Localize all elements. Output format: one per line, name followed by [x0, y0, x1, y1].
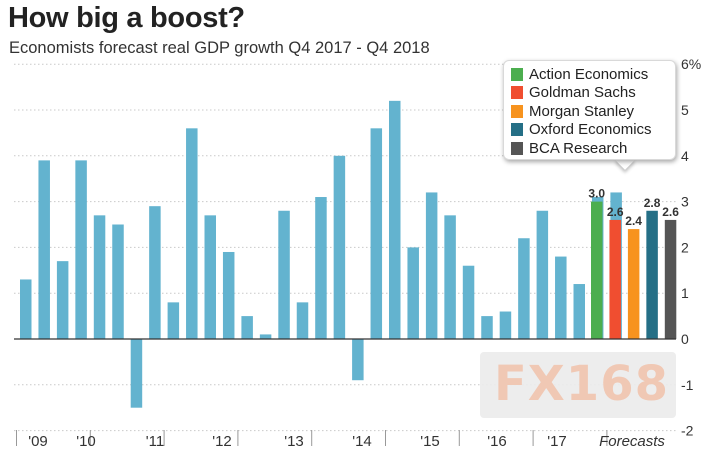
x-tick-label: '09: [28, 433, 48, 450]
historical-bar: [222, 251, 235, 339]
y-tick-label: 2: [681, 239, 689, 255]
forecast-bar: [627, 229, 640, 339]
historical-bar: [389, 100, 401, 339]
legend-label: Morgan Stanley: [529, 102, 635, 120]
legend-item-goldman-sachs: Goldman Sachs: [511, 84, 636, 102]
forecast-bar: [591, 201, 603, 339]
legend-swatch: [511, 141, 523, 155]
historical-bar: [241, 316, 253, 339]
watermark-text: FX168: [494, 356, 669, 412]
legend-item-morgan-stanley: Morgan Stanley: [511, 102, 634, 120]
historical-bar: [462, 265, 475, 339]
x-tick-label: '12: [212, 433, 232, 450]
y-tick-label: -2: [681, 423, 694, 439]
legend-label: Oxford Economics: [529, 121, 652, 138]
y-tick-label: 0: [681, 331, 689, 347]
y-tick-label: -1: [681, 377, 694, 393]
legend-item-oxford-economics: Oxford Economics: [511, 121, 652, 139]
y-tick-label: 1: [681, 285, 689, 301]
forecast-data-label: 2.6: [607, 205, 624, 219]
forecast-data-label: 3.0: [588, 187, 605, 201]
historical-bar: [499, 311, 512, 339]
historical-bar: [555, 256, 567, 339]
legend-swatch: [511, 104, 523, 118]
historical-bar: [167, 302, 180, 339]
x-tick-label: '17: [547, 433, 567, 450]
x-tick-label: '11: [146, 433, 164, 450]
forecast-data-label: 2.6: [662, 205, 679, 219]
historical-bar: [352, 339, 364, 381]
y-tick-label: 3: [681, 194, 689, 210]
historical-bar: [93, 215, 106, 339]
watermark-box: FX168: [480, 352, 676, 418]
historical-bar: [259, 334, 272, 339]
y-tick-label: 4: [681, 148, 689, 164]
historical-bar: [573, 284, 585, 339]
historical-bar: [536, 210, 549, 339]
historical-bar: [481, 316, 493, 339]
x-tick-label: '10: [76, 433, 96, 450]
x-tick-label: '16: [487, 433, 507, 450]
x-tick-label: '15: [420, 433, 440, 450]
legend: Action Economics Goldman Sachs Morgan St…: [503, 60, 676, 160]
x-tick-label: '13: [284, 433, 304, 450]
y-tick-label: 6%: [681, 56, 701, 72]
legend-label: Action Economics: [529, 65, 649, 83]
historical-bar: [296, 302, 309, 339]
forecast-bar: [664, 219, 677, 339]
historical-bar: [333, 155, 346, 339]
historical-bar: [278, 210, 290, 339]
forecast-bar: [646, 210, 658, 339]
historical-bar: [38, 160, 50, 339]
historical-bar: [56, 261, 69, 339]
chart-subtitle: Economists forecast real GDP growth Q4 2…: [9, 39, 430, 57]
chart-title: How big a boost?: [8, 2, 245, 34]
historical-bar: [444, 215, 456, 339]
x-tick-label: Forecasts: [599, 433, 665, 450]
legend-item-action-economics: Action Economics: [511, 65, 648, 83]
historical-bar: [425, 192, 438, 339]
forecast-bar: [609, 219, 621, 339]
historical-bar: [20, 279, 32, 339]
legend-item-bca-research: BCA Research: [511, 139, 627, 157]
forecast-data-label: 2.4: [625, 214, 642, 228]
historical-bar: [315, 197, 327, 339]
legend-swatch: [511, 67, 523, 81]
historical-bar: [370, 128, 383, 339]
legend-label: Goldman Sachs: [529, 84, 636, 101]
legend-swatch: [511, 86, 523, 99]
legend-swatch: [511, 123, 523, 136]
historical-bar: [407, 247, 419, 339]
historical-bar: [75, 160, 87, 339]
legend-label: BCA Research: [529, 139, 628, 157]
historical-bar: [130, 339, 143, 408]
historical-bar: [149, 206, 161, 339]
historical-bar: [186, 128, 198, 339]
y-tick-label: 5: [681, 102, 689, 118]
historical-bar: [112, 224, 124, 339]
forecast-data-label: 2.8: [644, 196, 661, 210]
historical-bar: [204, 215, 216, 339]
historical-bar: [518, 238, 530, 339]
x-tick-label: '14: [352, 433, 372, 450]
